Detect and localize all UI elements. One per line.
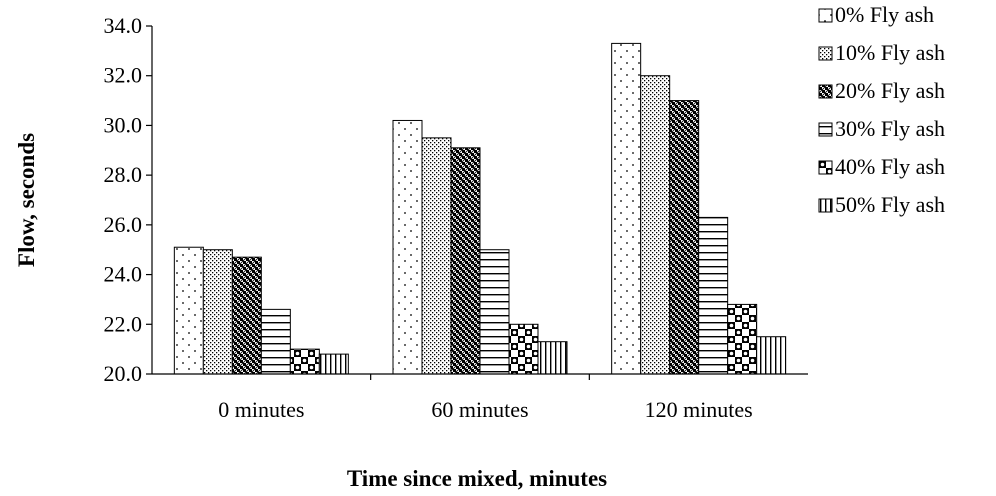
y-tick-label: 28.0 [104,162,143,187]
bar-30-fly-ash-2 [698,216,729,375]
bar-40-fly-ash-0 [289,348,320,375]
y-axis-title: Flow, seconds [14,133,39,267]
y-tick-label: 22.0 [104,311,143,336]
y-tick-label: 24.0 [104,262,143,287]
legend: 0% Fly ash 10% Fly ash 20% Fly ash 30% Fly … [818,2,945,217]
bar-0-fly-ash-1 [392,119,423,375]
bar-20-fly-ash-2 [669,100,700,375]
y-tick-label: 32.0 [104,63,143,88]
bar-20-fly-ash-1 [450,147,481,375]
x-axis-ticks: 0 minutes 60 minutes 120 minutes [218,374,753,422]
bar-20-fly-ash-0 [231,256,262,375]
bar-0-fly-ash-2 [611,42,642,375]
legend-swatch [818,46,833,61]
y-tick-label: 34.0 [104,13,143,38]
bar-40-fly-ash-2 [727,303,758,375]
legend-swatch [818,198,833,213]
x-tick-label: 60 minutes [431,397,528,422]
bar-30-fly-ash-0 [260,308,291,375]
bar-50-fly-ash-1 [537,341,568,375]
bar-10-fly-ash-2 [640,75,671,375]
bar-30-fly-ash-1 [479,249,510,375]
legend-swatch [818,160,833,175]
legend-label: 30% Fly ash [835,116,945,141]
x-axis-title: Time since mixed, minutes [347,466,607,491]
bar-50-fly-ash-2 [756,336,787,375]
bar-50-fly-ash-0 [318,353,349,375]
bar-10-fly-ash-1 [421,137,452,375]
x-tick-label: 0 minutes [218,397,304,422]
legend-label: 0% Fly ash [835,2,934,27]
bar-10-fly-ash-0 [202,249,233,375]
legend-label: 40% Fly ash [835,154,945,179]
legend-swatch [818,8,833,23]
bar-0-fly-ash-0 [173,246,204,375]
legend-label: 10% Fly ash [835,40,945,65]
y-tick-label: 30.0 [104,112,143,137]
y-tick-label: 26.0 [104,212,143,237]
y-tick-label: 20.0 [104,361,143,386]
bars-group [173,42,787,375]
x-tick-label: 120 minutes [645,397,753,422]
legend-label: 20% Fly ash [835,78,945,103]
bar-40-fly-ash-1 [508,323,539,375]
y-axis-ticks: 20.0 22.0 24.0 26.0 28.0 30.0 32.0 34.0 [104,13,152,386]
legend-swatch [818,84,833,99]
legend-swatch [818,122,833,137]
legend-label: 50% Fly ash [835,192,945,217]
